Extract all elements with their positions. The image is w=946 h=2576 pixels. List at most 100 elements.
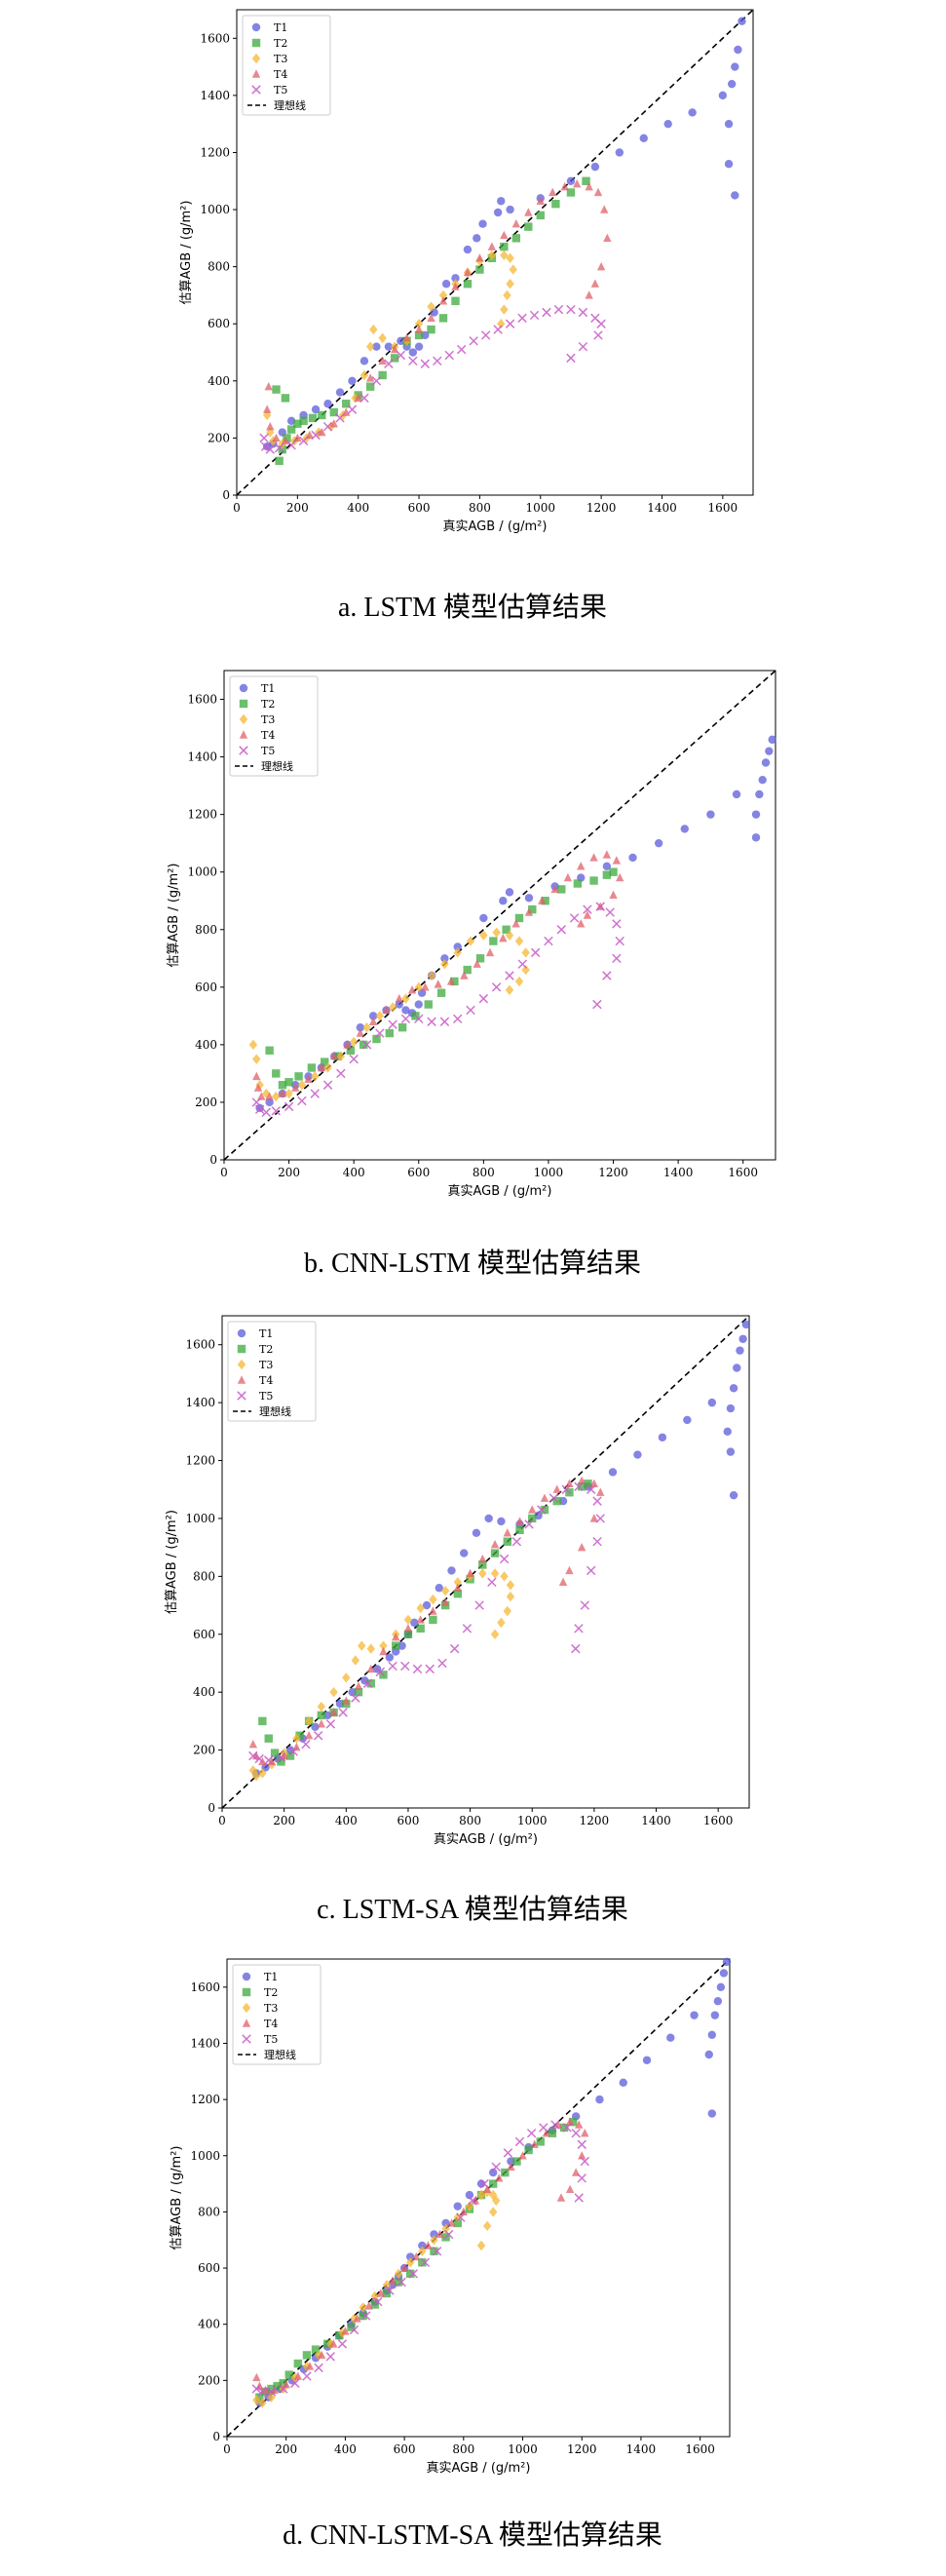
data-point — [394, 2278, 403, 2287]
data-point — [378, 356, 387, 365]
x-tick-label: 800 — [459, 1814, 481, 1827]
data-point — [589, 1479, 599, 1487]
data-point — [427, 970, 436, 981]
x-tick-label: 1400 — [626, 2442, 657, 2456]
data-point — [311, 1071, 320, 1082]
data-point — [521, 964, 530, 976]
data-point — [329, 1708, 338, 1716]
data-point — [362, 1021, 371, 1033]
data-point — [298, 436, 309, 446]
legend-label: T3 — [274, 53, 287, 65]
data-point — [440, 954, 449, 963]
data-point — [322, 1080, 333, 1090]
data-point — [433, 356, 442, 366]
x-tick-label: 200 — [275, 2442, 297, 2456]
x-tick-label: 1000 — [534, 1166, 564, 1179]
data-point — [608, 1468, 618, 1477]
data-point — [342, 1672, 351, 1683]
data-point — [368, 1012, 378, 1020]
data-point — [485, 947, 495, 957]
y-axis-label: 估算AGB / (g/m²) — [179, 201, 194, 305]
data-point — [492, 2195, 501, 2207]
data-point — [509, 264, 517, 275]
data-point — [724, 119, 734, 129]
series-t5 — [251, 902, 624, 1118]
y-tick-label: 400 — [208, 374, 230, 388]
data-point — [424, 2241, 433, 2249]
legend-marker — [239, 699, 248, 709]
data-point — [356, 1022, 365, 1032]
data-point — [574, 1624, 584, 1634]
data-point — [325, 1719, 336, 1729]
data-point — [272, 1091, 281, 1102]
x-tick-label: 400 — [347, 501, 369, 515]
y-tick-label: 1400 — [187, 750, 217, 764]
data-point — [592, 1496, 602, 1506]
data-point — [731, 191, 739, 200]
data-point — [526, 2128, 537, 2138]
data-point — [528, 1505, 537, 1514]
legend: T1 T2 T3 T4 T5 理想线 — [232, 1964, 322, 2065]
data-point — [353, 2314, 361, 2323]
data-point — [400, 1014, 411, 1024]
data-point — [478, 1568, 487, 1579]
data-point — [388, 1019, 397, 1029]
data-point — [706, 810, 715, 819]
data-point — [341, 2326, 350, 2335]
x-tick-label: 1200 — [567, 2442, 597, 2456]
data-point — [354, 1681, 363, 1690]
data-point — [403, 1624, 413, 1633]
data-point — [348, 376, 357, 386]
data-point — [550, 2120, 560, 2130]
data-point — [272, 385, 281, 394]
y-tick-label: 800 — [193, 1569, 215, 1583]
data-point — [765, 747, 774, 755]
data-point — [265, 1097, 274, 1107]
data-point — [642, 2056, 652, 2064]
data-point — [478, 219, 487, 228]
data-point — [479, 2178, 489, 2189]
data-point — [493, 208, 503, 217]
data-point — [314, 2363, 323, 2373]
data-point — [430, 2235, 438, 2246]
data-point — [690, 2011, 699, 2019]
data-point — [397, 1022, 407, 1032]
data-point — [397, 2277, 406, 2288]
data-point — [600, 205, 609, 213]
data-point — [291, 1083, 300, 1092]
data-point — [375, 1028, 385, 1038]
data-point — [388, 2276, 397, 2285]
data-point — [330, 1051, 339, 1060]
data-point — [329, 2339, 338, 2348]
y-tick-label: 0 — [212, 2430, 220, 2443]
data-point — [376, 2288, 386, 2297]
legend-marker — [239, 746, 248, 755]
data-point — [707, 2109, 716, 2118]
legend-label: T4 — [261, 729, 275, 742]
y-tick-label: 1000 — [187, 865, 217, 879]
data-point — [405, 2252, 415, 2261]
data-point — [580, 2156, 590, 2167]
data-point — [512, 2157, 521, 2166]
plot-frame — [236, 9, 754, 496]
data-point — [505, 971, 514, 980]
legend-label: T2 — [264, 1986, 278, 1999]
data-point — [474, 1600, 484, 1610]
data-point — [373, 2296, 383, 2307]
legend-label: T2 — [261, 698, 275, 711]
data-point — [416, 1624, 425, 1634]
data-point — [602, 870, 612, 879]
legend-box — [232, 1964, 322, 2065]
data-point — [284, 1078, 293, 1087]
data-point — [595, 1514, 605, 1523]
data-point — [440, 1586, 450, 1596]
data-point — [450, 977, 459, 986]
data-point — [578, 307, 588, 318]
data-point — [408, 348, 418, 357]
data-point — [680, 825, 689, 833]
data-point — [251, 1097, 262, 1107]
data-point — [537, 1505, 547, 1515]
data-point — [451, 296, 460, 305]
data-point — [549, 1493, 559, 1503]
data-point — [264, 1734, 273, 1743]
